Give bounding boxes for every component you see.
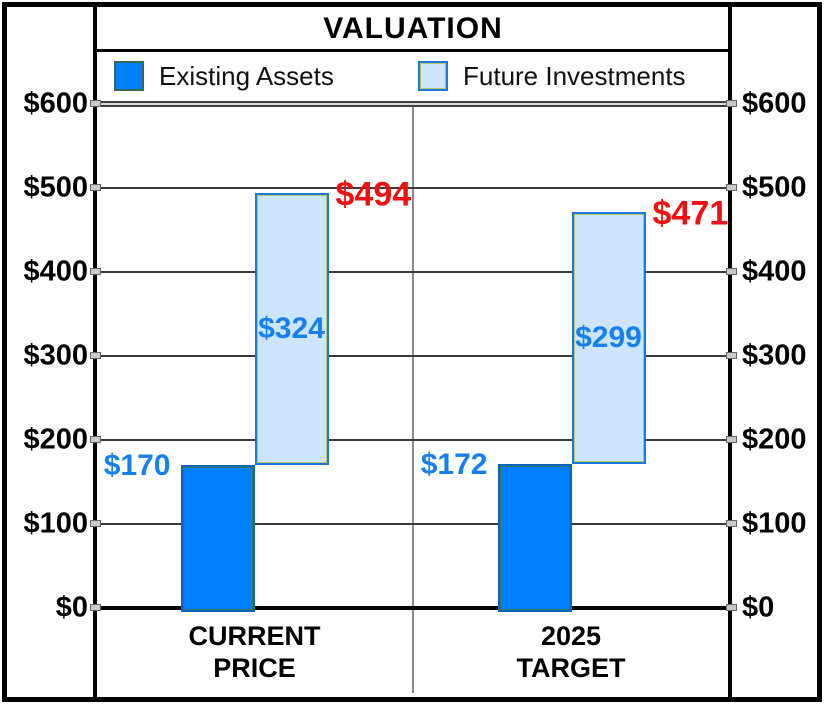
gridline [98,355,729,357]
tick-mark [90,436,101,443]
tick-mark [90,268,101,275]
bar-future-investments [571,212,646,464]
y-axis-label-right: $200 [742,423,807,456]
y-axis-label-right: $100 [742,507,807,540]
y-axis-label-left: $200 [23,423,88,456]
total-value-label: $494 [335,175,412,214]
category-label-line2: TARGET [516,653,626,683]
tick-mark [90,352,101,359]
tick-mark [726,184,737,191]
gridline-600 [98,101,729,107]
y-axis-label-left: $0 [55,591,88,624]
legend-item-existing-assets: Existing Assets [114,59,334,93]
tick-mark [726,436,737,443]
tick-mark [726,604,737,611]
existing-value-label: $172 [420,447,488,481]
legend-item-future-investments: Future Investments [418,59,686,93]
category-label-line2: PRICE [213,653,296,683]
gridline [98,523,729,525]
tick-mark [726,268,737,275]
y-axis-label-right: $300 [742,339,807,372]
category-divider-line [412,104,414,693]
future-value-label: $324 [258,312,325,346]
tick-mark [726,520,737,527]
y-axis-label-right: $400 [742,255,807,288]
y-axis-label-left: $100 [23,507,88,540]
title-divider-line [97,49,728,52]
bar-existing-assets [180,465,255,612]
future-value-label: $299 [575,320,642,354]
existing-assets-swatch-icon [114,61,144,91]
existing-value-label: $170 [103,449,171,483]
tick-mark [90,100,101,107]
y-axis-label-right: $500 [742,171,807,204]
category-cell-current-price: CURRENT PRICE [97,610,412,694]
future-investments-swatch-icon [418,61,448,91]
category-label-line1: CURRENT [188,620,321,651]
gridline [98,187,729,189]
gridline [98,439,729,441]
tick-mark [90,604,101,611]
category-cell-2025-target: 2025 TARGET [414,610,728,694]
legend-label-future-investments: Future Investments [463,60,686,91]
tick-mark [90,184,101,191]
y-axis-label-right: $0 [742,591,775,624]
x-axis-line [97,606,728,610]
chart-title: VALUATION [323,12,503,45]
total-value-label: $471 [652,194,729,233]
y-axis-label-left: $500 [23,171,88,204]
legend-label-existing-assets: Existing Assets [159,60,334,91]
title-band: VALUATION [96,8,730,50]
y-axis-label-left: $400 [23,255,88,288]
tick-mark [726,352,737,359]
category-label-line1: 2025 [540,620,602,651]
bar-future-investments [254,193,329,466]
y-axis-label-left: $600 [23,87,88,120]
bar-existing-assets [497,463,572,612]
y-axis-label-left: $300 [23,339,88,372]
tick-mark [726,100,737,107]
y-axis-label-right: $600 [742,87,807,120]
gridline [98,271,729,273]
tick-mark [90,520,101,527]
